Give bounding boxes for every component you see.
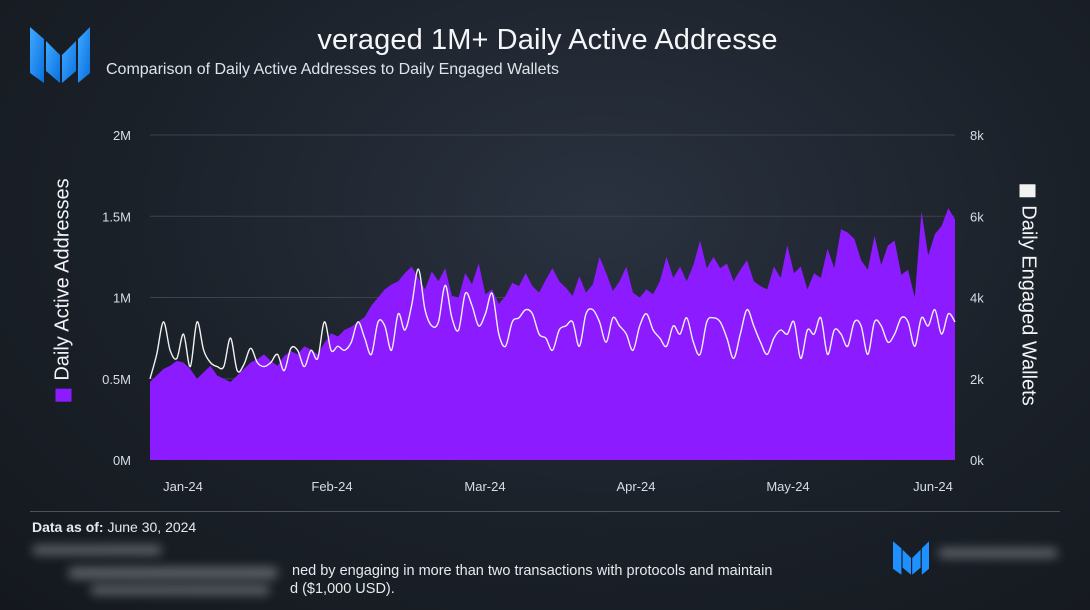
x-tick-label: Jan-24 [163, 479, 203, 494]
chart-subtitle: Comparison of Daily Active Addresses to … [106, 61, 559, 78]
brand-logo-small [893, 541, 929, 575]
redacted-note-start [68, 567, 278, 579]
as-of-value: June 30, 2024 [103, 519, 197, 535]
series-area-daily-active-addresses [150, 208, 955, 460]
redacted-source [32, 545, 162, 555]
right-tick-label: 8k [970, 128, 984, 143]
left-tick-label: 1.5M [102, 209, 131, 224]
note-line-1: ned by engaging in more than two transac… [292, 563, 773, 579]
redacted-brand-text [938, 548, 1058, 558]
left-tick-label: 1M [113, 291, 131, 306]
right-tick-label: 6k [970, 209, 984, 224]
left-tick-label: 2M [113, 128, 131, 143]
as-of-label: Data as of: [32, 519, 104, 535]
x-tick-label: Mar-24 [464, 479, 505, 494]
right-tick-label: 0k [970, 453, 984, 468]
redacted-note-start-2 [90, 585, 270, 595]
x-tick-label: Apr-24 [616, 479, 655, 494]
data-as-of: Data as of: June 30, 2024 [32, 519, 196, 535]
x-tick-label: May-24 [766, 479, 809, 494]
left-tick-label: 0M [113, 453, 131, 468]
right-tick-label: 4k [970, 291, 984, 306]
right-tick-label: 2k [970, 372, 984, 387]
brand-logo [30, 27, 90, 83]
x-tick-label: Jun-24 [913, 479, 953, 494]
chart-area: 0M 0k 0.5M 2k 1M 4k 1.5M 6k 2M 8k Jan-24 Feb-24 Mar-… [102, 128, 984, 494]
x-tick-label: Feb-24 [311, 479, 352, 494]
left-tick-label: 0.5M [102, 372, 131, 387]
chart-title: veraged 1M+ Daily Active Addresse [317, 24, 778, 56]
footer-divider [30, 511, 1060, 512]
note-line-2: d ($1,000 USD). [290, 581, 395, 597]
series-line-daily-engaged-wallets [149, 268, 956, 379]
